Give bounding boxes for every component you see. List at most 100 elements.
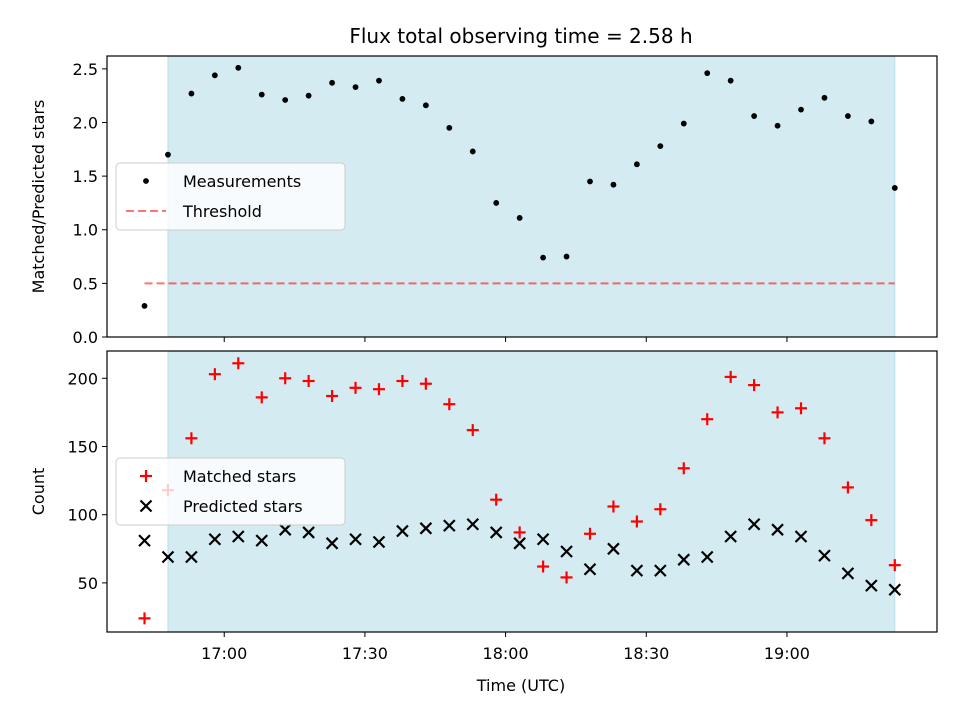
plot-frame (106, 55, 938, 338)
x-tick-label: 18:30 (623, 644, 669, 663)
y-axis-label: Matched/Predicted stars (29, 100, 48, 294)
measurement-point (165, 151, 171, 158)
measurement-point (610, 181, 617, 188)
predicted-star-point (185, 550, 198, 564)
y-tick-label: 0.0 (73, 328, 98, 347)
legend-matched-marker (140, 470, 152, 482)
legend-box (115, 457, 346, 526)
measurement-point (422, 102, 429, 109)
matched-star-point (701, 413, 714, 426)
predicted-star-point (771, 523, 784, 536)
measurement-point (211, 72, 218, 79)
predicted-star-point (794, 530, 808, 543)
matched-star-point (795, 402, 808, 415)
matched-star-point (724, 370, 737, 383)
matched-star-point (279, 372, 292, 385)
predicted-star-point (419, 522, 433, 535)
matched-star-point (326, 390, 339, 403)
x-tick-label: 17:30 (342, 644, 388, 663)
matched-star-point (419, 377, 432, 390)
matched-star-point (818, 432, 831, 445)
measurement-point (258, 91, 265, 98)
y-tick-label: 1.0 (73, 221, 98, 240)
measurement-point (751, 113, 758, 119)
y-tick-label: 200 (67, 369, 98, 388)
predicted-star-point (513, 537, 526, 550)
predicted-star-point (654, 564, 667, 577)
measurement-point (141, 302, 148, 309)
predicted-star-point (396, 524, 409, 538)
matched-star-point (208, 368, 221, 381)
predicted-star-point (466, 517, 480, 531)
predicted-star-point (724, 530, 737, 543)
matched-star-point (302, 375, 315, 388)
matched-star-point (771, 406, 784, 419)
predicted-star-point (677, 553, 691, 566)
measurement-point (821, 94, 828, 101)
predicted-star-point (325, 537, 339, 550)
measurement-point (868, 118, 875, 125)
matched-star-point (630, 515, 643, 528)
matched-star-point (185, 432, 198, 445)
matched-star-point (349, 381, 362, 394)
matched-star-point (583, 527, 596, 540)
legend-box (115, 162, 346, 231)
measurement-point (282, 97, 289, 103)
y-tick-label: 150 (67, 437, 98, 456)
predicted-star-point (232, 530, 245, 543)
measurement-point (399, 96, 406, 102)
legend-predicted-marker (139, 499, 153, 513)
measurement-point (633, 161, 640, 168)
measurement-point (493, 200, 500, 206)
predicted-star-point (583, 562, 597, 576)
ratio-panel: 0.0 0.5 1.0 1.5 2.0 2.5 Matched/Predicted star… (29, 55, 938, 347)
measurement-point (657, 143, 664, 149)
legend-label: Matched stars (183, 467, 296, 486)
x-tick-label: 18:00 (483, 644, 529, 663)
legend-label: Threshold (182, 202, 262, 221)
count-panel: 50 100 150 200 17:00 17:30 18:00 18:30 19:00 Coun… (29, 350, 938, 663)
predicted-star-point (208, 532, 222, 546)
legend-label: Measurements (183, 172, 301, 191)
measurement-point (516, 215, 523, 221)
matched-star-point (654, 503, 667, 516)
legend: Matched stars Predicted stars (115, 457, 346, 526)
measurement-point (540, 254, 547, 261)
legend-label: Predicted stars (183, 497, 303, 516)
matched-star-point (372, 383, 385, 396)
measurement-point (680, 120, 687, 127)
matched-star-point (513, 526, 526, 539)
matched-star-point (748, 379, 761, 392)
predicted-star-point (302, 526, 315, 539)
y-tick-label: 0.5 (73, 274, 98, 293)
predicted-star-point (255, 534, 269, 547)
predicted-star-point (888, 583, 902, 596)
predicted-star-point (161, 550, 175, 564)
matched-star-point (255, 391, 268, 404)
matched-star-point (888, 559, 901, 572)
matched-star-point (466, 424, 479, 437)
matched-star-point (138, 612, 151, 625)
measurement-point (188, 90, 195, 97)
measurement-point (704, 70, 711, 77)
predicted-star-point (607, 542, 620, 556)
predicted-star-point (747, 517, 761, 531)
predicted-star-point (489, 526, 503, 539)
y-tick-label: 100 (67, 506, 98, 525)
x-tick-label: 19:00 (764, 644, 810, 663)
matched-star-point (490, 493, 503, 506)
predicted-star-point (138, 534, 151, 547)
predicted-star-point (443, 519, 456, 532)
y-axis-label: Count (29, 468, 48, 516)
measurement-point (845, 113, 851, 119)
predicted-star-point (536, 532, 550, 546)
measurement-point (798, 106, 804, 113)
predicted-star-point (841, 567, 855, 580)
measurement-point (376, 77, 382, 84)
matched-star-point (232, 357, 245, 370)
measurement-point (469, 148, 476, 155)
matched-star-point (560, 571, 573, 584)
matched-star-point (443, 398, 456, 411)
matched-star-point (865, 514, 878, 527)
predicted-star-point (700, 550, 714, 564)
